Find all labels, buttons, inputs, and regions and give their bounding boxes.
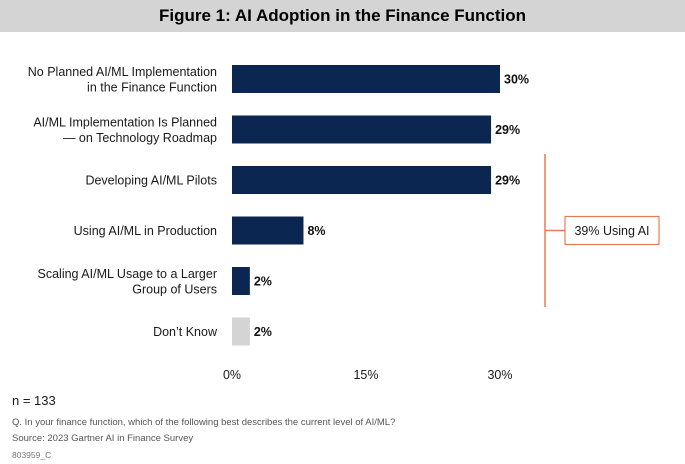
source-note: Source: 2023 Gartner AI in Finance Surve…: [12, 433, 194, 444]
value-label-0: 30%: [504, 73, 529, 87]
survey-question: Q. In your finance function, which of th…: [12, 417, 396, 428]
x-tick-label-0: 0%: [223, 368, 241, 382]
figure-code: 803959_C: [12, 450, 52, 460]
category-label-2: Developing AI/ML Pilots: [85, 174, 217, 188]
annotation-label: 39% Using AI: [574, 224, 649, 238]
sample-size: n = 133: [12, 393, 56, 408]
bar-1: [232, 115, 492, 144]
bar-4: [232, 267, 250, 295]
bar-3: [232, 216, 304, 245]
category-label-0: No Planned AI/ML Implementation in the Fi…: [28, 65, 217, 95]
category-label-4: Scaling AI/ML Usage to a Larger Group of …: [38, 267, 218, 297]
x-tick-label-2: 30%: [487, 368, 512, 382]
x-tick-label-1: 15%: [353, 368, 378, 382]
value-label-3: 8%: [307, 224, 325, 238]
bar-0: [232, 65, 500, 93]
bar-chart: 30% No Planned AI/ML Implementation in the…: [28, 65, 660, 382]
value-label-5: 2%: [254, 325, 272, 339]
value-label-1: 29%: [495, 123, 520, 137]
category-label-5: Don’t Know: [153, 325, 218, 339]
figure-title-bar: Figure 1: AI Adoption in the Finance Fun…: [0, 0, 685, 32]
category-label-3: Using AI/ML in Production: [74, 224, 217, 238]
bar-5: [232, 317, 250, 346]
category-label-1: AI/ML Implementation Is Planned — on Tech…: [33, 115, 217, 145]
value-label-2: 29%: [495, 174, 520, 188]
bar-2: [232, 166, 492, 194]
figure-title: Figure 1: AI Adoption in the Finance Fun…: [158, 6, 527, 25]
value-label-4: 2%: [254, 275, 272, 289]
annotation-box: [564, 215, 660, 246]
